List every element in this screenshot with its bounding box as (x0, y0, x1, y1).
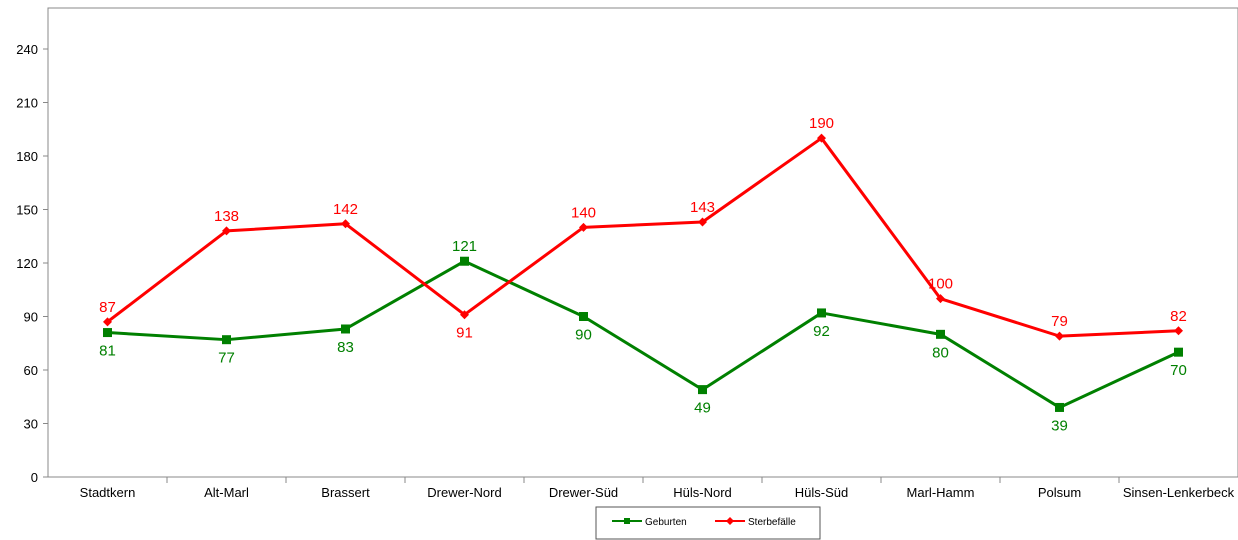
data-label-geburten: 49 (694, 400, 711, 417)
data-label-sterbefaelle: 87 (99, 299, 116, 316)
data-label-geburten: 81 (99, 343, 116, 360)
data-point-sterbefaelle (1174, 326, 1183, 336)
data-label-geburten: 39 (1051, 417, 1068, 434)
y-tick-label: 0 (31, 470, 38, 485)
x-category-label: Sinsen-Lenkerbeck (1123, 485, 1235, 500)
data-label-geburten: 92 (813, 323, 830, 340)
legend-label-sterbefaelle: Sterbefälle (748, 517, 796, 528)
legend-marker-sterbefaelle (726, 517, 734, 525)
data-point-geburten (936, 329, 945, 339)
y-tick-label: 150 (16, 203, 38, 218)
data-point-geburten (698, 385, 707, 395)
data-point-sterbefaelle (103, 317, 112, 327)
legend-marker-geburten (624, 518, 630, 524)
data-label-layer: 81 77 83 121 90 49 92 80 39 70 87 138 142 91 140 143 190… (99, 115, 1187, 434)
y-tick-label: 30 (24, 417, 38, 432)
data-point-sterbefaelle (936, 294, 945, 304)
data-label-sterbefaelle: 82 (1170, 308, 1187, 325)
x-category-label: Stadtkern (80, 485, 136, 500)
x-category-label: Marl-Hamm (907, 485, 975, 500)
data-point-geburten (222, 335, 231, 345)
data-label-geburten: 83 (337, 339, 354, 356)
series-line-sterbefaelle (106, 136, 1179, 338)
x-axis: Stadtkern Alt-Marl Brassert Drewer-Nord Drew… (80, 477, 1235, 500)
data-point-sterbefaelle (222, 226, 231, 236)
legend-box (595, 506, 821, 540)
x-category-label: Brassert (321, 485, 370, 500)
data-label-geburten: 121 (452, 238, 477, 255)
data-point-geburten (460, 256, 469, 266)
data-label-sterbefaelle: 79 (1051, 313, 1068, 330)
data-label-sterbefaelle: 140 (571, 204, 596, 221)
legend: Geburten Sterbefälle (595, 506, 821, 540)
data-label-sterbefaelle: 142 (333, 201, 358, 218)
data-label-geburten: 90 (575, 327, 592, 344)
data-point-geburten (341, 324, 350, 334)
data-point-geburten (817, 308, 826, 318)
data-label-sterbefaelle: 143 (690, 199, 715, 216)
data-label-sterbefaelle: 138 (214, 208, 239, 225)
x-category-label: Alt-Marl (204, 485, 249, 500)
y-axis: 0 30 60 90 120 150 180 210 240 (16, 42, 48, 485)
series-line-geburten (107, 259, 1180, 409)
y-tick-label: 180 (16, 149, 38, 164)
data-label-geburten: 70 (1170, 362, 1187, 379)
y-tick-label: 240 (16, 42, 38, 57)
data-point-sterbefaelle (341, 219, 350, 229)
data-point-sterbefaelle (817, 133, 826, 143)
data-label-sterbefaelle: 91 (456, 325, 473, 342)
x-category-label: Polsum (1038, 485, 1081, 500)
x-category-label: Drewer-Süd (549, 485, 618, 500)
x-category-label: Hüls-Nord (673, 485, 732, 500)
x-category-label: Drewer-Nord (427, 485, 501, 500)
data-point-geburten (103, 328, 112, 338)
data-point-sterbefaelle (1055, 331, 1064, 341)
series-layer (103, 133, 1183, 412)
y-tick-label: 60 (24, 363, 38, 378)
data-point-geburten (1055, 402, 1064, 412)
data-point-sterbefaelle (579, 222, 588, 232)
data-point-geburten (1174, 347, 1183, 357)
data-label-geburten: 77 (218, 350, 235, 367)
plot-area (47, 7, 1238, 478)
y-tick-label: 90 (24, 310, 38, 325)
data-label-geburten: 80 (932, 344, 949, 361)
y-tick-label: 120 (16, 256, 38, 271)
legend-label-geburten: Geburten (645, 517, 687, 528)
data-point-geburten (579, 312, 588, 322)
data-label-sterbefaelle: 190 (809, 115, 834, 132)
data-point-sterbefaelle (698, 217, 707, 227)
x-category-label: Hüls-Süd (795, 485, 848, 500)
data-label-sterbefaelle: 100 (928, 276, 953, 293)
data-point-sterbefaelle (460, 310, 469, 320)
y-tick-label: 210 (16, 96, 38, 111)
